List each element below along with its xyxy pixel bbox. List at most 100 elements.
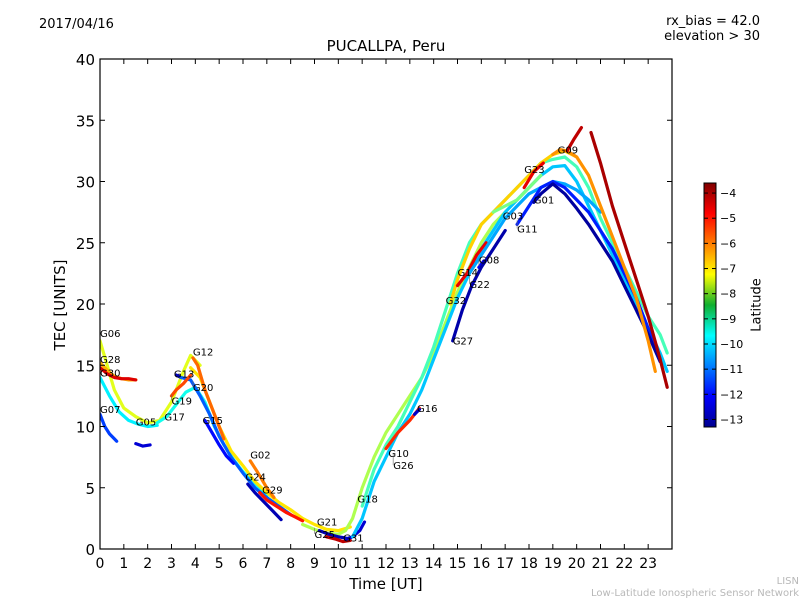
x-tick-label: 23 (639, 556, 657, 572)
x-tick-label: 0 (96, 556, 105, 572)
series-g03 (491, 173, 543, 214)
series-g09 (551, 148, 657, 373)
y-tick-label: 35 (76, 112, 95, 130)
satellite-label-g16: G16 (417, 404, 437, 415)
satellite-label-g19: G19 (172, 396, 192, 407)
series-g29 (258, 491, 305, 523)
y-tick-label: 25 (76, 235, 95, 253)
satellite-label-g08: G08 (479, 256, 499, 267)
series-g31 (343, 520, 367, 541)
satellite-label-g28: G28 (100, 355, 120, 366)
series-g12 (191, 356, 226, 441)
x-tick-label: 18 (520, 556, 538, 572)
series-g10 (324, 535, 352, 544)
series-g16b (413, 407, 421, 416)
series-g13b (179, 375, 293, 517)
series-g19 (169, 373, 193, 398)
satellite-label-g15: G15 (203, 416, 223, 427)
series-g06 (100, 339, 202, 425)
satellite-label-g02: G02 (250, 450, 270, 461)
satellite-label-g25: G25 (315, 530, 335, 541)
satellite-label-g11: G11 (517, 224, 537, 235)
y-tick-label: 15 (76, 357, 95, 375)
x-tick-label: 14 (425, 556, 443, 572)
series-g07 (100, 412, 119, 443)
elevation-note: elevation > 30 (664, 29, 760, 44)
satellite-label-g32: G32 (446, 296, 466, 307)
satellite-label-g23: G23 (524, 165, 544, 176)
x-axis-ticks: 0 1 2 3 4 5 6 7 8 9 10 11 12 13 14 15 16 17 18 19 20 21 22 23 (96, 59, 657, 572)
colorbar-tick-label: −9 (720, 313, 736, 326)
x-tick-label: 20 (568, 556, 586, 572)
x-tick-label: 1 (119, 556, 128, 572)
x-tick-label: 22 (615, 556, 633, 572)
series-layer (100, 125, 669, 544)
x-tick-label: 3 (167, 556, 176, 572)
x-tick-label: 17 (496, 556, 514, 572)
satellite-label-g24: G24 (245, 472, 265, 483)
x-tick-label: 6 (239, 556, 248, 572)
y-tick-label: 30 (76, 174, 95, 192)
colorbar-tick-label: −4 (720, 187, 736, 200)
chart-title: PUCALLPA, Peru (326, 37, 446, 55)
x-tick-label: 15 (449, 556, 467, 572)
satellite-label-g26: G26 (393, 461, 413, 472)
colorbar-tick-label: −7 (720, 263, 736, 276)
satellite-label-g05: G05 (136, 417, 156, 428)
x-axis-label: Time [UT] (349, 575, 423, 593)
series-g25 (317, 528, 348, 540)
series-g27 (451, 228, 507, 343)
satellite-label-g03: G03 (503, 212, 523, 223)
colorbar-tick-label: −12 (720, 388, 743, 401)
x-tick-label: 12 (377, 556, 395, 572)
colorbar-tick-label: −6 (720, 237, 736, 250)
satellite-label-g12: G12 (193, 347, 213, 358)
series-g18 (351, 164, 669, 539)
satellite-label-g22: G22 (469, 280, 489, 291)
label-leader-lines (99, 220, 518, 534)
x-tick-label: 11 (353, 556, 371, 572)
x-tick-label: 4 (191, 556, 200, 572)
colorbar-tick-label: −10 (720, 338, 743, 351)
y-tick-label: 20 (76, 296, 95, 314)
satellite-label-g07: G07 (100, 405, 120, 416)
colorbar-tick-label: −11 (720, 363, 743, 376)
x-tick-label: 2 (143, 556, 152, 572)
y-tick-label: 40 (76, 51, 95, 69)
x-tick-label: 10 (329, 556, 347, 572)
colorbar-ticks: −4 −5 −6 −7 −8 −9 −10 −11 −12 −13 (704, 187, 743, 426)
satellite-label-g01: G01 (534, 196, 554, 207)
satellite-label-g18: G18 (357, 494, 377, 505)
x-tick-label: 5 (215, 556, 224, 572)
series-g22 (467, 179, 603, 275)
x-tick-label: 8 (286, 556, 295, 572)
series-g15 (203, 418, 236, 465)
series-g10b (589, 130, 669, 389)
colorbar-tick-label: −13 (720, 413, 743, 426)
satellite-label-g27: G27 (453, 336, 473, 347)
y-tick-label: 5 (85, 480, 95, 498)
colorbar (703, 182, 717, 428)
x-tick-label: 9 (310, 556, 319, 572)
x-tick-label: 16 (472, 556, 490, 572)
network-short-name: LISN (776, 576, 799, 587)
satellite-label-g06: G06 (100, 329, 120, 340)
satellite-label-g29: G29 (262, 485, 282, 496)
series-g02 (248, 459, 276, 500)
y-axis-ticks: 0 5 10 15 20 25 30 35 40 (76, 51, 672, 559)
x-tick-label: 19 (544, 556, 562, 572)
x-tick-label: 13 (401, 556, 419, 572)
series-g05 (100, 375, 159, 429)
series-g05b (134, 442, 152, 448)
x-tick-label: 21 (592, 556, 610, 572)
satellite-label-g30: G30 (100, 369, 120, 380)
plot-frame (99, 58, 673, 550)
colorbar-tick-label: −8 (720, 288, 736, 301)
satellite-label-g10: G10 (388, 449, 408, 460)
y-tick-label: 0 (85, 541, 95, 559)
series-g23 (522, 161, 545, 190)
x-tick-label: 7 (262, 556, 271, 572)
series-g24 (246, 482, 283, 522)
